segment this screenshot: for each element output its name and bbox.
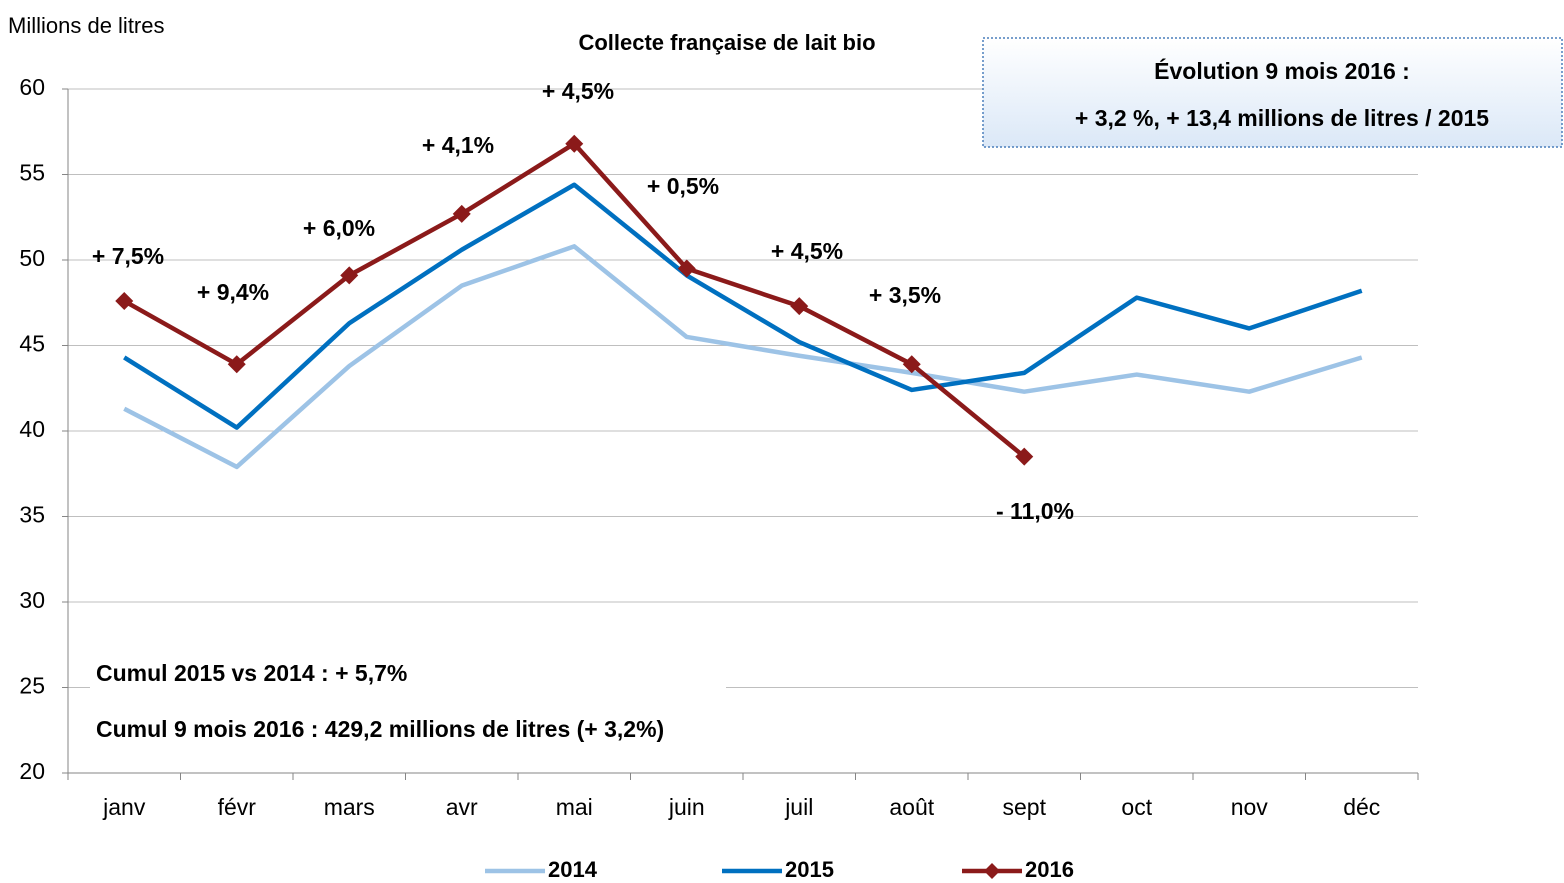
legend-label: 2016	[1025, 857, 1074, 882]
x-tick-label: avr	[446, 794, 478, 820]
data-point	[902, 355, 921, 374]
legend-label: 2015	[785, 857, 834, 882]
annotation: + 0,5%	[647, 173, 719, 199]
x-tick-label: nov	[1231, 794, 1269, 820]
y-axis-label: Millions de litres	[8, 13, 165, 38]
y-tick-label: 25	[19, 673, 45, 699]
data-point	[115, 292, 134, 311]
y-tick-label: 60	[19, 74, 45, 100]
annotation: + 7,5%	[92, 243, 164, 269]
y-tick-label: 40	[19, 416, 45, 442]
x-tick-label: janv	[102, 794, 146, 820]
annotation: + 4,5%	[542, 78, 614, 104]
x-tick-label: août	[889, 794, 934, 820]
x-tick-label: juil	[784, 794, 813, 820]
chart-title: Collecte française de lait bio	[578, 30, 875, 55]
data-point	[790, 297, 809, 316]
series-line	[123, 182, 1363, 430]
y-tick-label: 35	[19, 502, 45, 528]
x-tick-label: oct	[1121, 794, 1152, 820]
x-tick-label: déc	[1343, 794, 1380, 820]
box-text: Évolution 9 mois 2016 :	[1154, 57, 1410, 84]
legend-marker	[984, 863, 1000, 879]
annotation: + 9,4%	[197, 279, 269, 305]
legend-label: 2014	[548, 857, 598, 882]
data-point	[227, 355, 246, 374]
data-point	[340, 266, 359, 285]
box-text: + 3,2 %, + 13,4 millions de litres / 201…	[1075, 105, 1489, 131]
y-tick-label: 55	[19, 160, 45, 186]
series-line	[123, 244, 1363, 470]
annotation: + 4,1%	[422, 132, 494, 158]
data-point	[677, 259, 696, 278]
data-point	[1015, 447, 1034, 466]
annotation: - 11,0%	[996, 498, 1074, 524]
x-tick-label: sept	[1003, 794, 1047, 820]
y-tick-label: 20	[19, 758, 45, 784]
annotation: + 4,5%	[771, 238, 843, 264]
y-tick-label: 30	[19, 587, 45, 613]
annotation: + 3,5%	[869, 282, 941, 308]
y-tick-label: 45	[19, 331, 45, 357]
note: Cumul 9 mois 2016 : 429,2 millions de li…	[96, 716, 664, 742]
x-tick-label: mai	[556, 794, 593, 820]
x-tick-label: juin	[668, 794, 705, 820]
annotation: + 6,0%	[303, 215, 375, 241]
summary-box	[982, 37, 1563, 148]
data-point	[452, 204, 471, 223]
data-point	[565, 134, 584, 153]
x-tick-label: févr	[218, 794, 257, 820]
note: Cumul 2015 vs 2014 : + 5,7%	[96, 660, 407, 686]
x-tick-label: mars	[324, 794, 375, 820]
y-tick-label: 50	[19, 245, 45, 271]
note-background	[90, 655, 726, 755]
